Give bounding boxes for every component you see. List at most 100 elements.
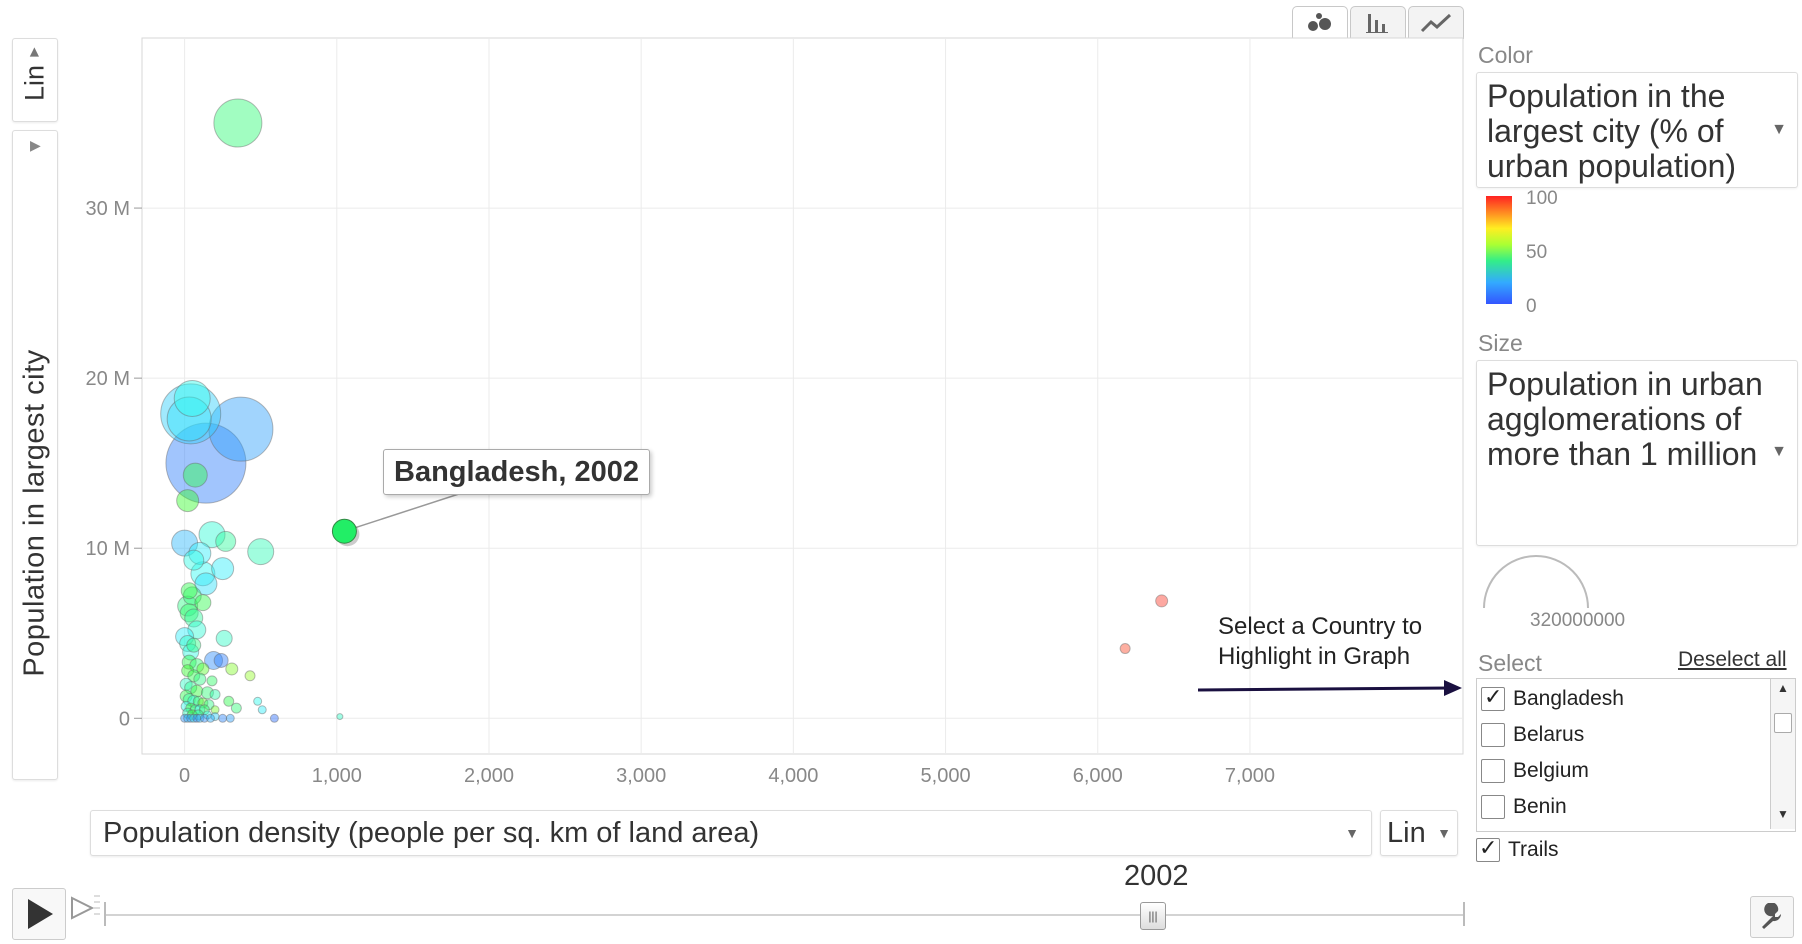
tab-bubble-chart[interactable] [1292,6,1348,39]
bubble[interactable] [190,561,216,587]
bubble[interactable] [215,530,237,552]
bubble[interactable] [209,688,221,700]
bubble[interactable] [199,713,209,723]
bubble[interactable] [192,695,204,707]
bubble[interactable] [194,704,206,716]
bubble[interactable] [187,620,207,640]
bubble[interactable] [202,710,212,720]
bubble[interactable] [180,713,190,723]
bubble[interactable] [179,634,197,652]
bubble[interactable] [204,650,224,670]
bubble[interactable] [187,694,201,708]
bubble[interactable] [225,662,239,676]
bubble[interactable] [247,538,275,566]
bubble[interactable] [189,658,205,674]
bubble[interactable] [206,675,218,687]
bubble[interactable] [195,713,205,723]
bubble[interactable] [171,529,199,557]
bubble[interactable] [215,629,233,647]
bubble[interactable] [190,684,204,698]
scroll-thumb[interactable] [1774,713,1792,733]
x-scale-selector[interactable]: Lin ▼ [1380,810,1458,856]
country-checkbox[interactable] [1481,684,1505,711]
bubble[interactable] [182,693,196,707]
bubble[interactable] [189,713,199,723]
country-item-belarus[interactable]: Belarus [1481,717,1795,753]
bubble[interactable] [203,699,215,711]
scroll-up-icon[interactable]: ▲ [1777,681,1789,695]
bubble[interactable] [185,702,197,714]
bubble[interactable] [182,462,208,488]
bubble[interactable] [1155,594,1169,608]
bubble[interactable] [211,557,235,581]
country-checkbox[interactable] [1481,759,1505,783]
settings-button[interactable] [1750,896,1794,938]
bubble[interactable] [160,383,222,445]
bubble[interactable] [210,712,220,722]
bubble[interactable] [179,603,199,623]
trails-toggle[interactable]: Trails [1476,832,1559,868]
bubble[interactable] [166,396,212,442]
bubble[interactable] [194,572,218,596]
bubble[interactable] [218,713,228,723]
tab-bar-chart[interactable] [1350,6,1406,39]
country-checkbox[interactable] [1481,795,1505,819]
color-selector[interactable]: Population in the largest city (% of urb… [1476,72,1798,188]
bubble[interactable] [213,652,229,668]
bubble[interactable] [213,98,263,148]
scroll-down-icon[interactable]: ▼ [1777,807,1789,821]
play-button[interactable] [12,888,66,940]
bubble[interactable] [173,380,211,418]
bubble[interactable] [269,713,279,723]
bubble[interactable] [175,627,195,647]
bubble[interactable] [257,705,267,715]
bubble[interactable] [165,422,247,504]
x-axis-selector[interactable]: Population density (people per sq. km of… [90,810,1372,856]
country-item-benin[interactable]: Benin [1481,789,1795,825]
bubble[interactable] [253,696,263,706]
y-axis-selector[interactable]: ▶ Population in largest city [12,130,58,780]
bubble[interactable] [180,700,192,712]
bubble[interactable] [187,669,201,683]
bubble[interactable] [179,677,193,691]
tab-line-chart[interactable] [1408,6,1464,39]
bubble[interactable] [223,695,235,707]
highlighted-bubble[interactable] [331,518,357,544]
bubble[interactable] [198,521,226,549]
bubble[interactable] [1119,643,1131,655]
bubble[interactable] [208,396,274,462]
bubble[interactable] [184,608,204,628]
country-item-belgium[interactable]: Belgium [1481,753,1795,789]
bubble[interactable] [188,541,212,565]
bubble[interactable] [176,489,200,513]
y-scale-selector[interactable]: ▶ Lin [12,38,58,122]
bubble[interactable] [192,709,204,721]
bubble[interactable] [186,713,196,723]
bubble[interactable] [183,713,193,723]
bubble[interactable] [182,643,200,661]
trails-checkbox[interactable] [1476,835,1500,862]
bubble[interactable] [189,704,201,716]
deselect-all-link[interactable]: Deselect all [1678,648,1787,671]
timeline-track[interactable] [104,914,1464,916]
country-item-bangladesh[interactable]: Bangladesh [1481,681,1795,717]
size-selector[interactable]: Population in urban agglomerations of mo… [1476,360,1798,546]
bubble[interactable] [177,595,199,617]
bubble[interactable] [186,637,202,653]
bubble[interactable] [336,713,344,721]
bubble[interactable] [200,686,214,700]
bubble[interactable] [197,697,209,709]
bubble[interactable] [198,704,210,716]
bubble[interactable] [225,713,235,723]
bubble[interactable] [193,672,207,686]
bubble[interactable] [230,702,242,714]
speed-control[interactable] [70,894,100,924]
country-checkbox[interactable] [1481,723,1505,747]
bubble[interactable] [181,664,195,678]
bubble[interactable] [205,713,215,723]
bubble[interactable] [192,713,202,723]
timeline-handle[interactable]: ||| [1140,902,1166,930]
country-list-scrollbar[interactable]: ▲ ▼ [1770,679,1795,829]
bubble[interactable] [184,681,198,695]
bubble[interactable] [210,705,220,715]
